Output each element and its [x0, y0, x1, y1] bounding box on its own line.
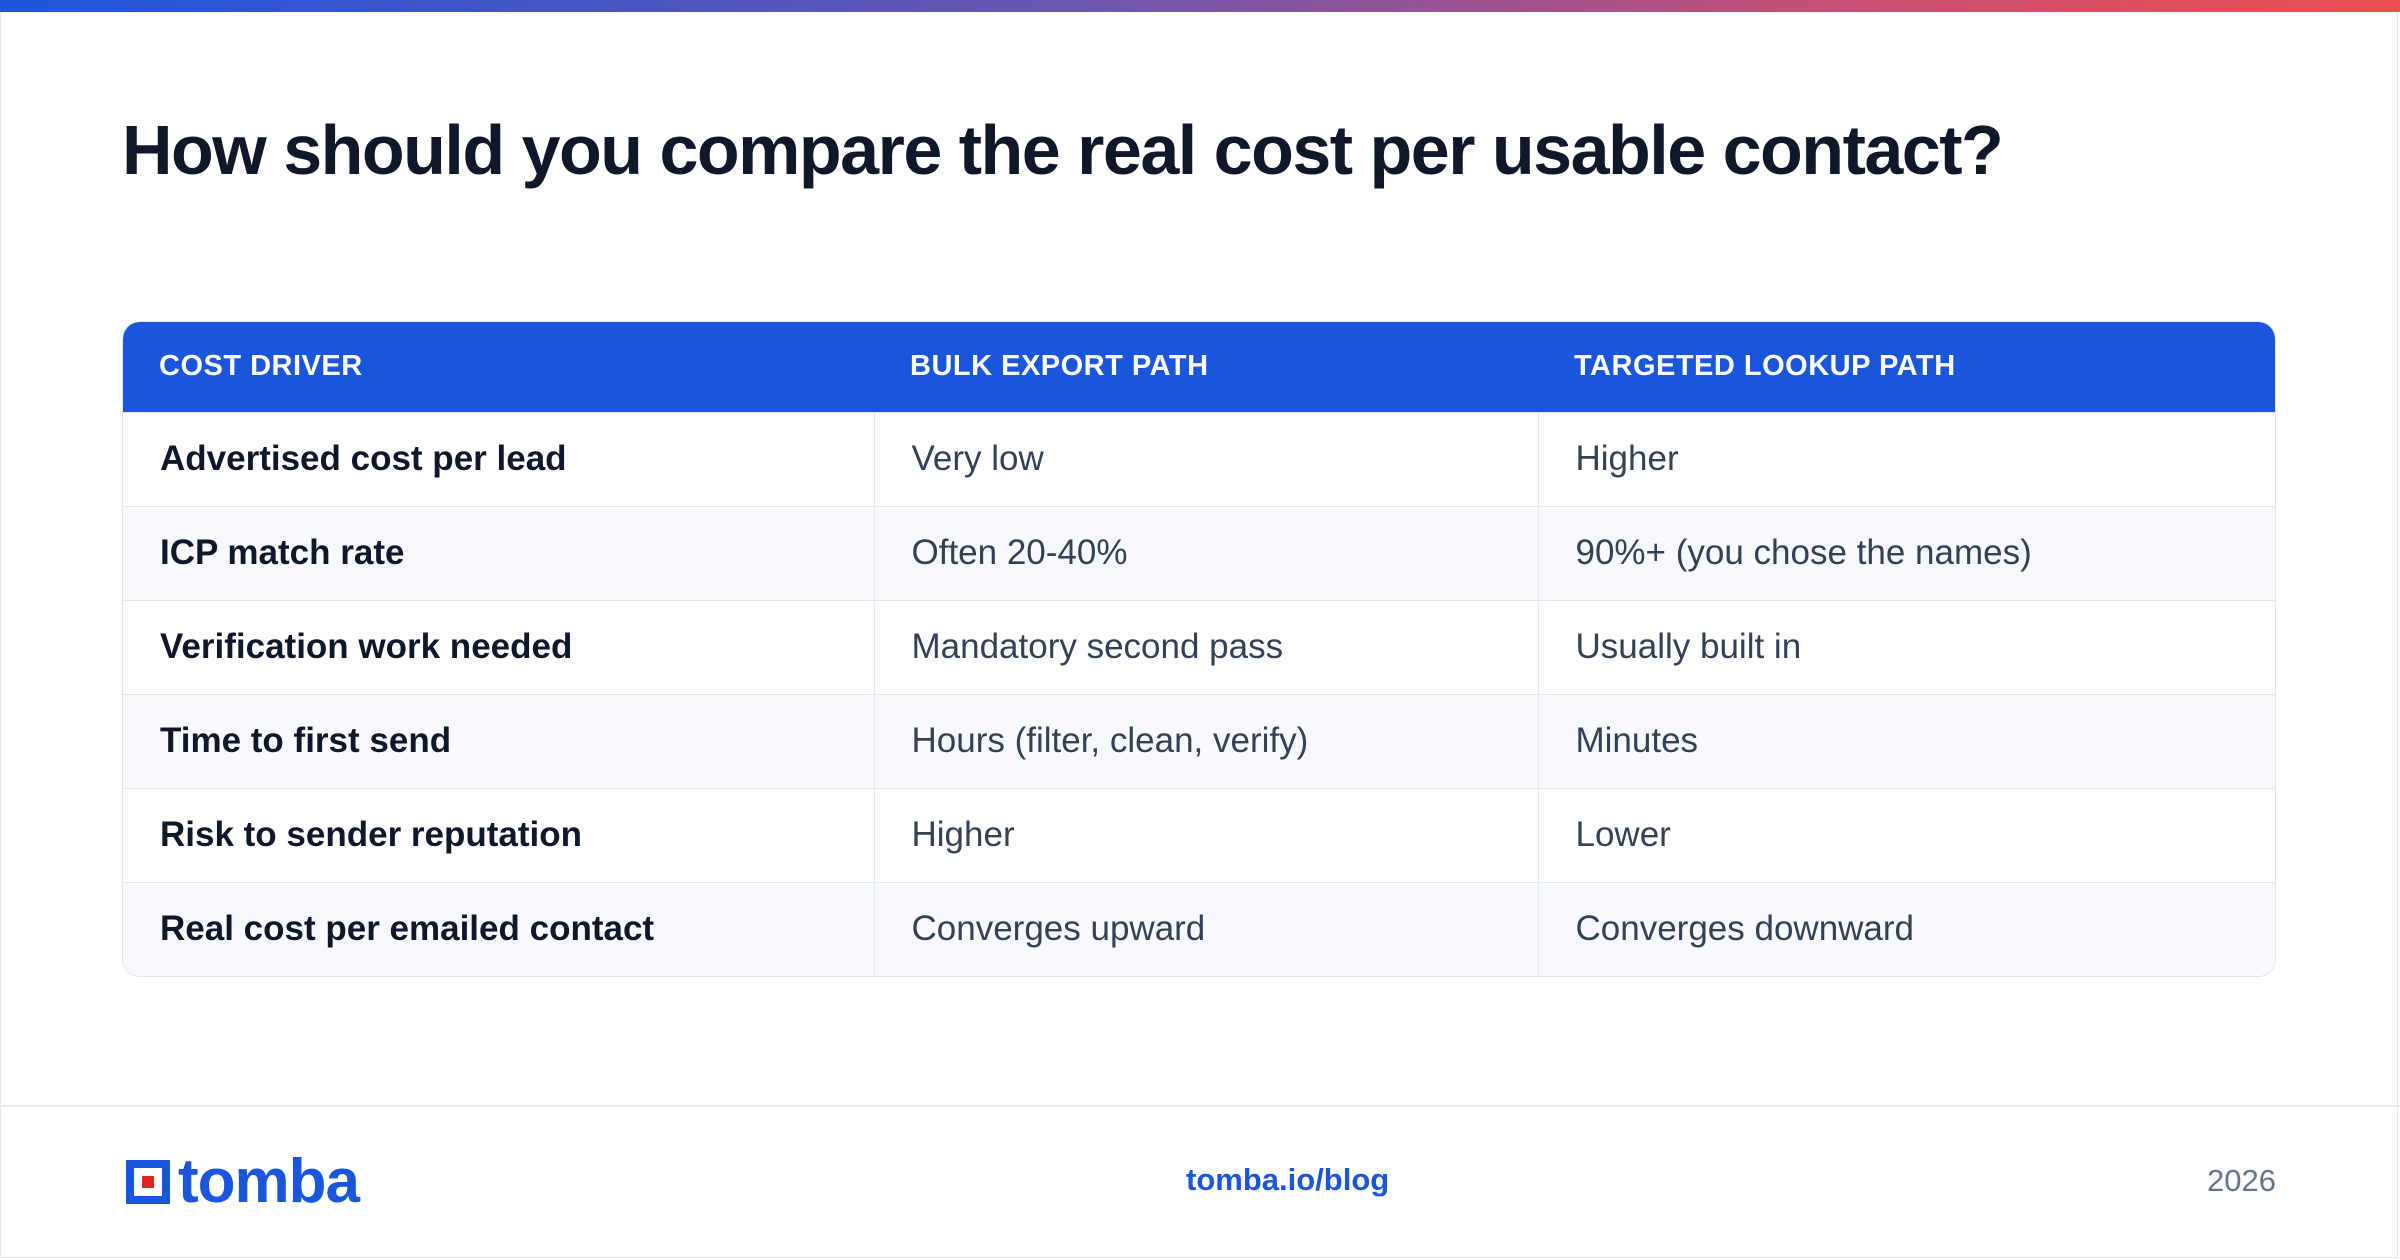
- table-header-row: COST DRIVER BULK EXPORT PATH TARGETED LO…: [123, 322, 2275, 412]
- brand-wordmark: tomba: [178, 1147, 360, 1216]
- cost-driver-cell: Verification work needed: [123, 599, 874, 694]
- bulk-export-cell: Higher: [873, 787, 1538, 882]
- table-row: Risk to sender reputation Higher Lower: [123, 787, 2275, 882]
- table-row: Real cost per emailed contact Converges …: [123, 881, 2275, 976]
- header-bulk-export-path: BULK EXPORT PATH: [910, 350, 1209, 383]
- bulk-export-cell: Very low: [873, 411, 1538, 506]
- targeted-lookup-cell: Minutes: [1537, 693, 2275, 788]
- bulk-export-cell: Converges upward: [873, 881, 1538, 976]
- bulk-export-cell: Hours (filter, clean, verify): [873, 693, 1538, 788]
- table-row: Time to first send Hours (filter, clean,…: [123, 693, 2275, 788]
- top-gradient-bar: [0, 0, 2400, 12]
- footer-year: 2026: [2207, 1163, 2276, 1198]
- footer-divider: [0, 1105, 2400, 1107]
- header-targeted-lookup-path: TARGETED LOOKUP PATH: [1574, 350, 1956, 383]
- cost-driver-cell: ICP match rate: [123, 505, 874, 600]
- table-row: Verification work needed Mandatory secon…: [123, 599, 2275, 694]
- cost-driver-cell: Real cost per emailed contact: [123, 881, 874, 976]
- blog-link[interactable]: tomba.io/blog: [1186, 1162, 1390, 1197]
- targeted-lookup-cell: Usually built in: [1537, 599, 2275, 694]
- header-cost-driver: COST DRIVER: [159, 350, 363, 383]
- cost-driver-cell: Advertised cost per lead: [123, 411, 874, 506]
- cost-driver-cell: Time to first send: [123, 693, 874, 788]
- bulk-export-cell: Often 20-40%: [873, 505, 1538, 600]
- table-row: Advertised cost per lead Very low Higher: [123, 411, 2275, 506]
- table-header: COST DRIVER BULK EXPORT PATH TARGETED LO…: [123, 322, 2275, 412]
- bulk-export-cell: Mandatory second pass: [873, 599, 1538, 694]
- comparison-table: COST DRIVER BULK EXPORT PATH TARGETED LO…: [123, 322, 2275, 976]
- brand-logo[interactable]: tomba: [122, 1147, 360, 1216]
- targeted-lookup-cell: 90%+ (you chose the names): [1537, 505, 2275, 600]
- targeted-lookup-cell: Converges downward: [1537, 881, 2275, 976]
- page-title: How should you compare the real cost per…: [122, 111, 2004, 189]
- cost-driver-cell: Risk to sender reputation: [123, 787, 874, 882]
- table-body: Advertised cost per lead Very low Higher…: [123, 411, 2275, 976]
- table-row: ICP match rate Often 20-40% 90%+ (you ch…: [123, 505, 2275, 600]
- targeted-lookup-cell: Lower: [1537, 787, 2275, 882]
- comparison-table-container: COST DRIVER BULK EXPORT PATH TARGETED LO…: [122, 321, 2276, 977]
- targeted-lookup-cell: Higher: [1537, 411, 2275, 506]
- tomba-logo-icon: [122, 1156, 174, 1208]
